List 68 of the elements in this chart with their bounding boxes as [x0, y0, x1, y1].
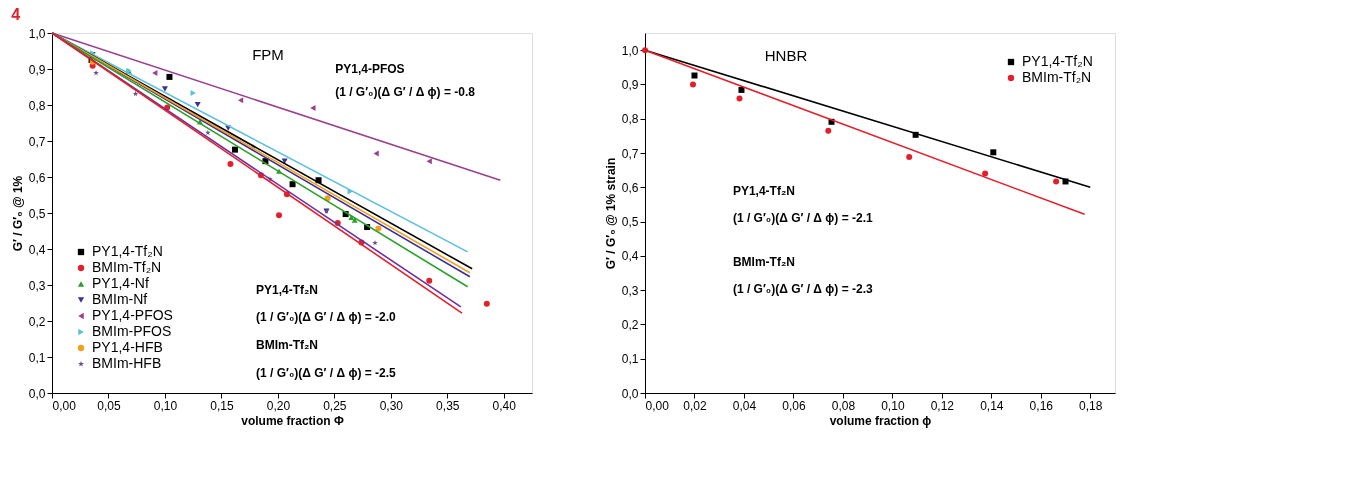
x-tick-label: 0,15 [210, 398, 234, 413]
y-tick-label: 1,0 [28, 26, 46, 41]
legend-label: PY1,4-PFOS [92, 307, 173, 323]
y-tick-label: 0,6 [621, 180, 639, 195]
legend-label: BMIm-PFOS [92, 323, 172, 339]
x-tick-label: 0,30 [379, 398, 404, 413]
x-tick-label: 0,18 [1079, 398, 1103, 413]
x-tick-label: 0,20 [266, 398, 291, 413]
x-tick-label: 0,00 [645, 398, 670, 413]
legend-label: BMIm-HFB [92, 355, 162, 371]
chart-title: 4 [11, 6, 21, 23]
legend-label: PY1,4-HFB [92, 339, 163, 355]
y-tick-label: 0,1 [621, 352, 639, 367]
annotation: BMIm-Tf₂N [732, 254, 795, 269]
annotation: (1 / G′₀)(Δ G′ / Δ ϕ) = -2.1 [732, 211, 873, 226]
legend-label: PY1,4-Tf₂N [92, 243, 163, 259]
annotation: (1 / G′₀)(Δ G′ / Δ ϕ) = -0.8 [335, 85, 476, 100]
x-axis-title: volume fraction Φ [241, 413, 344, 428]
y-tick-label: 0,8 [28, 98, 46, 113]
annotation: PY1,4-PFOS [335, 62, 405, 76]
annotation: (1 / G′₀)(Δ G′ / Δ ϕ) = -2.5 [256, 365, 397, 380]
annotation: HNBR [764, 47, 808, 65]
x-tick-label: 0,05 [97, 398, 121, 413]
y-axis-title: G′ / G′₀ @ 1% [10, 175, 25, 252]
x-tick-label: 0,40 [492, 398, 517, 413]
legend-label: PY1,4-Nf [92, 275, 149, 291]
annotation: (1 / G′₀)(Δ G′ / Δ ϕ) = -2.3 [732, 281, 873, 296]
legend-label: BMIm-Tf₂N [92, 259, 162, 275]
y-tick-label: 0,5 [621, 215, 639, 230]
x-tick-label: 0,04 [732, 398, 757, 413]
y-tick-label: 0,6 [28, 170, 46, 185]
x-tick-label: 0,00 [52, 398, 77, 413]
legend-label: PY1,4-Tf₂N [1022, 53, 1093, 69]
y-tick-label: 0,0 [28, 386, 46, 401]
x-tick-label: 0,08 [831, 398, 856, 413]
y-tick-label: 0,2 [28, 314, 46, 329]
legend-label: BMIm-Tf₂N [1022, 69, 1092, 85]
y-tick-label: 0,4 [621, 249, 639, 264]
x-tick-label: 0,10 [881, 398, 905, 413]
y-tick-label: 0,7 [28, 134, 46, 149]
annotation: (1 / G′₀)(Δ G′ / Δ ϕ) = -2.0 [256, 310, 397, 325]
y-tick-label: 0,4 [28, 242, 46, 257]
x-tick-label: 0,16 [1029, 398, 1054, 413]
y-tick-label: 0,9 [28, 62, 46, 77]
y-tick-label: 0,1 [28, 350, 46, 365]
y-tick-label: 1,0 [621, 43, 639, 58]
y-tick-label: 0,3 [28, 278, 46, 293]
x-axis-title: volume fraction ϕ [829, 413, 932, 428]
y-axis-title: G′ / G′₀ @ 1% strain [603, 157, 618, 270]
y-tick-label: 0,8 [621, 112, 639, 127]
y-tick-label: 0,2 [621, 317, 639, 332]
annotation: PY1,4-Tf₂N [732, 184, 795, 199]
x-tick-label: 0,12 [930, 398, 955, 413]
y-tick-label: 0,5 [28, 206, 46, 221]
y-tick-label: 0,7 [621, 146, 639, 161]
annotation: BMIm-Tf₂N [256, 338, 318, 353]
legend-label: BMIm-Nf [92, 291, 148, 307]
y-tick-label: 0,9 [621, 77, 639, 92]
x-tick-label: 0,10 [153, 398, 178, 413]
x-tick-label: 0,35 [436, 398, 460, 413]
y-tick-label: 0,0 [621, 386, 639, 401]
annotation: FPM [252, 45, 284, 63]
x-tick-label: 0,25 [323, 398, 347, 413]
annotation: PY1,4-Tf₂N [256, 283, 319, 298]
x-tick-label: 0,02 [683, 398, 707, 413]
x-tick-label: 0,14 [980, 398, 1004, 413]
x-tick-label: 0,06 [782, 398, 806, 413]
y-tick-label: 0,3 [621, 283, 639, 298]
